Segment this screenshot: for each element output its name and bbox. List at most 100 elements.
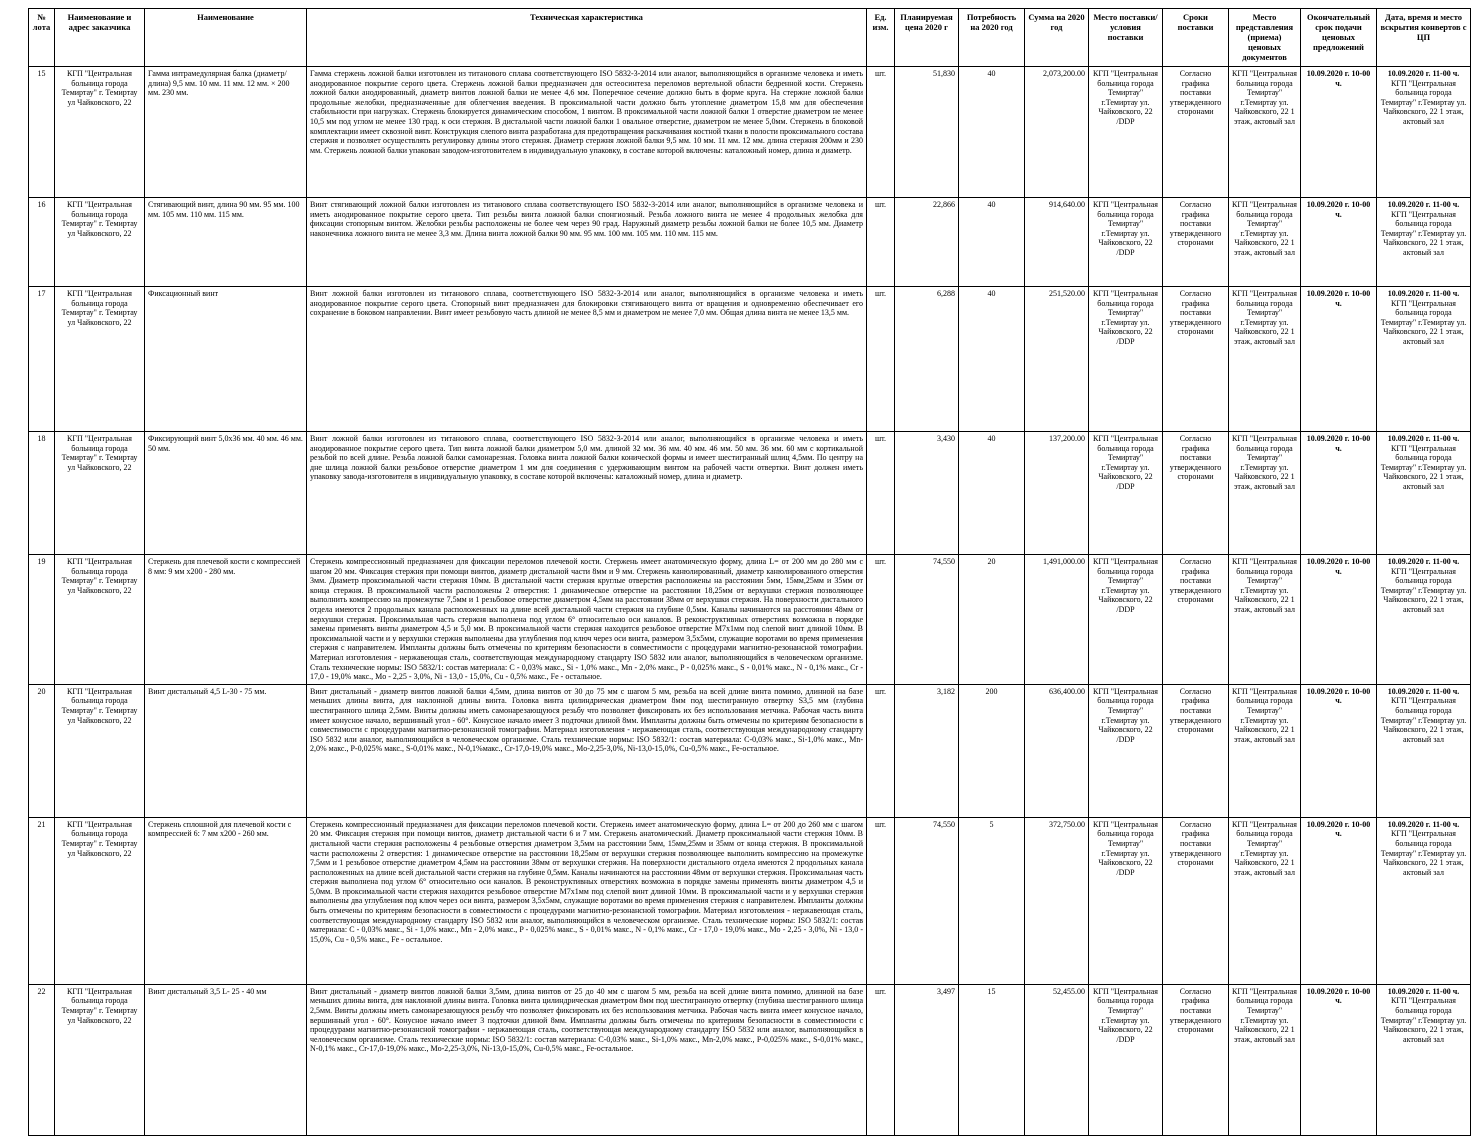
opening-datetime: 10.09.2020 г. 11-00 ч.	[1387, 289, 1460, 298]
lot-number-cell: 18	[28, 431, 55, 555]
planned-price-cell: 3,497	[894, 983, 959, 1136]
table-row: 17 КГП "Центральная больница города Теми…	[28, 286, 1471, 432]
delivery-terms-cell: Согласно графика поставки утвержденного …	[1162, 816, 1229, 985]
opening-place: КГП "Центральная больница города Темирта…	[1380, 696, 1467, 744]
header-row: № лота Наименование и адрес заказчика Наим…	[28, 8, 1471, 67]
submission-place-cell: КГП "Центральная больница города Темирта…	[1228, 197, 1301, 287]
quantity-cell: 40	[958, 66, 1025, 198]
submission-place-cell: КГП "Центральная больница города Темирта…	[1228, 554, 1301, 685]
customer-cell: КГП "Центральная больница города Темирта…	[54, 554, 145, 685]
unit-cell: шт.	[866, 197, 895, 287]
opening-cell: 10.09.2020 г. 11-00 ч. КГП "Центральная …	[1376, 66, 1471, 198]
sum-cell: 137,200.00	[1024, 431, 1089, 555]
planned-price-cell: 51,830	[894, 66, 959, 198]
column-header: Место поставки/условия поставки	[1088, 8, 1163, 67]
column-header: № лота	[28, 8, 55, 67]
delivery-terms-cell: Согласно графика поставки утвержденного …	[1162, 431, 1229, 555]
opening-cell: 10.09.2020 г. 11-00 ч. КГП "Центральная …	[1376, 683, 1471, 818]
quantity-cell: 200	[958, 683, 1025, 818]
lot-number-cell: 19	[28, 554, 55, 685]
technical-spec-cell: Винт ложной балки изготовлен из титаново…	[306, 286, 867, 432]
customer-cell: КГП "Центральная больница города Темирта…	[54, 816, 145, 985]
column-header: Сроки поставки	[1162, 8, 1229, 67]
table-body: 15 КГП "Центральная больница города Теми…	[28, 66, 1471, 1136]
item-name-cell: Стержень сплошной для плечевой кости с к…	[144, 816, 307, 985]
delivery-place-cell: КГП "Центральная больница города Темирта…	[1088, 816, 1163, 985]
column-header: Окончательный срок подачи ценовых предло…	[1300, 8, 1377, 67]
unit-cell: шт.	[866, 554, 895, 685]
submission-place-cell: КГП "Центральная больница города Темирта…	[1228, 683, 1301, 818]
opening-cell: 10.09.2020 г. 11-00 ч. КГП "Центральная …	[1376, 554, 1471, 685]
opening-place: КГП "Центральная больница города Темирта…	[1380, 996, 1467, 1044]
quantity-cell: 20	[958, 554, 1025, 685]
unit-cell: шт.	[866, 286, 895, 432]
unit-cell: шт.	[866, 983, 895, 1136]
deadline-cell: 10.09.2020 г. 10-00 ч.	[1300, 66, 1377, 198]
column-header: Ед. изм.	[866, 8, 895, 67]
item-name-cell: Фиксационный винт	[144, 286, 307, 432]
delivery-terms-cell: Согласно графика поставки утвержденного …	[1162, 66, 1229, 198]
quantity-cell: 40	[958, 286, 1025, 432]
column-header: Дата, время и место вскрытия конвертов с…	[1376, 8, 1471, 67]
quantity-cell: 5	[958, 816, 1025, 985]
opening-place: КГП "Центральная больница города Темирта…	[1380, 298, 1467, 346]
lot-number-cell: 17	[28, 286, 55, 432]
table-row: 18 КГП "Центральная больница города Теми…	[28, 431, 1471, 555]
submission-place-cell: КГП "Центральная больница города Темирта…	[1228, 286, 1301, 432]
table-row: 21 КГП "Центральная больница города Теми…	[28, 816, 1471, 985]
sum-cell: 914,640.00	[1024, 197, 1089, 287]
opening-cell: 10.09.2020 г. 11-00 ч. КГП "Центральная …	[1376, 816, 1471, 985]
column-header: Потребность на 2020 год	[958, 8, 1025, 67]
unit-cell: шт.	[866, 431, 895, 555]
customer-cell: КГП "Центральная больница города Темирта…	[54, 983, 145, 1136]
customer-cell: КГП "Центральная больница города Темирта…	[54, 431, 145, 555]
sum-cell: 636,400.00	[1024, 683, 1089, 818]
delivery-terms-cell: Согласно графика поставки утвержденного …	[1162, 286, 1229, 432]
opening-datetime: 10.09.2020 г. 11-00 ч.	[1387, 69, 1460, 78]
sum-cell: 52,455.00	[1024, 983, 1089, 1136]
opening-datetime: 10.09.2020 г. 11-00 ч.	[1387, 557, 1460, 566]
delivery-terms-cell: Согласно графика поставки утвержденного …	[1162, 197, 1229, 287]
delivery-place-cell: КГП "Центральная больница города Темирта…	[1088, 554, 1163, 685]
item-name-cell: Стержень для плечевой кости с компрессие…	[144, 554, 307, 685]
deadline-cell: 10.09.2020 г. 10-00 ч.	[1300, 286, 1377, 432]
technical-spec-cell: Винт ложной балки изготовлен из титаново…	[306, 431, 867, 555]
opening-place: КГП "Центральная больница города Темирта…	[1380, 829, 1467, 877]
delivery-place-cell: КГП "Центральная больница города Темирта…	[1088, 431, 1163, 555]
customer-cell: КГП "Центральная больница города Темирта…	[54, 286, 145, 432]
table-row: 20 КГП "Центральная больница города Теми…	[28, 683, 1471, 818]
item-name-cell: Винт дистальный 4,5 L-30 - 75 мм.	[144, 683, 307, 818]
quantity-cell: 15	[958, 983, 1025, 1136]
opening-datetime: 10.09.2020 г. 11-00 ч.	[1387, 200, 1460, 209]
delivery-place-cell: КГП "Центральная больница города Темирта…	[1088, 983, 1163, 1136]
submission-place-cell: КГП "Центральная больница города Темирта…	[1228, 816, 1301, 985]
opening-datetime: 10.09.2020 г. 11-00 ч.	[1387, 434, 1460, 443]
table-row: 22 КГП "Центральная больница города Теми…	[28, 983, 1471, 1136]
table-row: 16 КГП "Центральная больница города Теми…	[28, 197, 1471, 287]
technical-spec-cell: Стержень компрессионный предназначен для…	[306, 816, 867, 985]
unit-cell: шт.	[866, 683, 895, 818]
lot-number-cell: 16	[28, 197, 55, 287]
deadline-cell: 10.09.2020 г. 10-00 ч.	[1300, 431, 1377, 555]
column-header: Наименование и адрес заказчика	[54, 8, 145, 67]
item-name-cell: Гамма интрамедулярная балка (диаметр/дли…	[144, 66, 307, 198]
planned-price-cell: 22,866	[894, 197, 959, 287]
unit-cell: шт.	[866, 816, 895, 985]
column-header: Наименование	[144, 8, 307, 67]
lot-number-cell: 15	[28, 66, 55, 198]
table-row: 15 КГП "Центральная больница города Теми…	[28, 66, 1471, 198]
submission-place-cell: КГП "Центральная больница города Темирта…	[1228, 66, 1301, 198]
deadline-cell: 10.09.2020 г. 10-00 ч.	[1300, 554, 1377, 685]
planned-price-cell: 74,550	[894, 554, 959, 685]
opening-place: КГП "Центральная больница города Темирта…	[1380, 566, 1467, 614]
planned-price-cell: 3,430	[894, 431, 959, 555]
opening-cell: 10.09.2020 г. 11-00 ч. КГП "Центральная …	[1376, 983, 1471, 1136]
delivery-terms-cell: Согласно графика поставки утвержденного …	[1162, 554, 1229, 685]
delivery-place-cell: КГП "Центральная больница города Темирта…	[1088, 66, 1163, 198]
item-name-cell: Винт дистальный 3,5 L- 25 - 40 мм	[144, 983, 307, 1136]
opening-place: КГП "Центральная больница города Темирта…	[1380, 209, 1467, 257]
lot-number-cell: 22	[28, 983, 55, 1136]
deadline-cell: 10.09.2020 г. 10-00 ч.	[1300, 197, 1377, 287]
customer-cell: КГП "Центральная больница города Темирта…	[54, 197, 145, 287]
